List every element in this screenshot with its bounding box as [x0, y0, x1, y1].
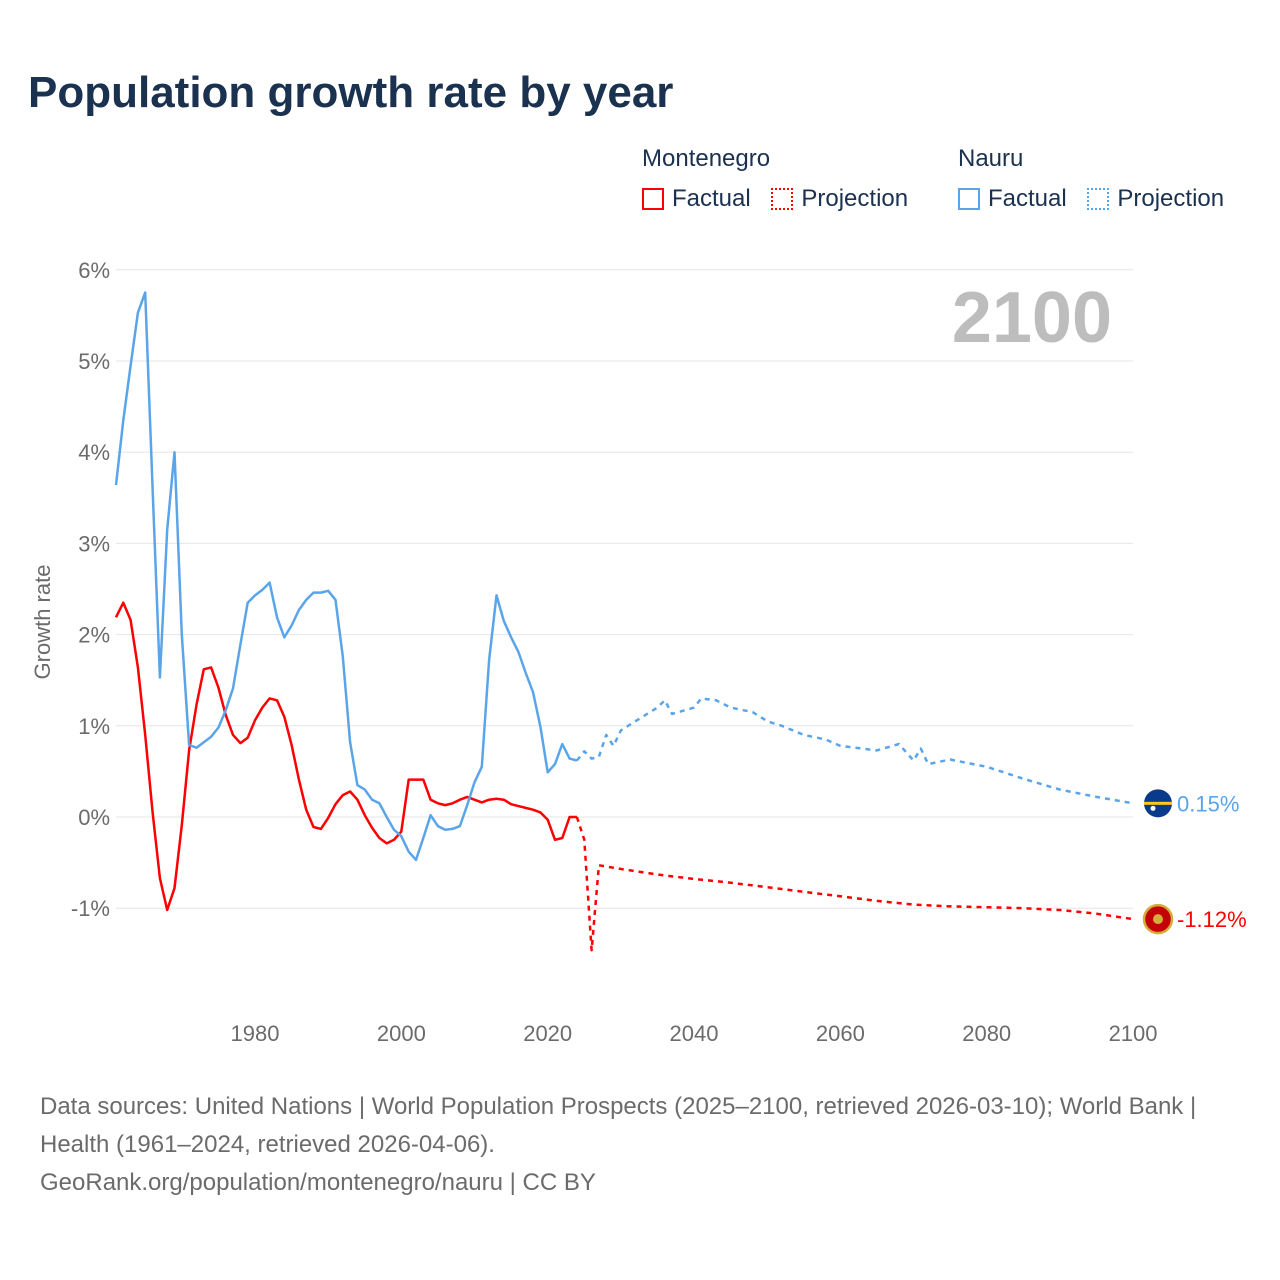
end-value-label: 0.15% — [1177, 791, 1239, 816]
montenegro-flag-emblem — [1153, 914, 1163, 925]
dotted-swatch-icon — [771, 188, 794, 210]
legend-nauru: Nauru Factual Projection — [958, 145, 1238, 217]
credit-link[interactable]: GeoRank.org/population/montenegro/nauru … — [40, 1169, 596, 1196]
legend-group-name: Montenegro — [642, 145, 771, 172]
page-title: Population growth rate by year — [28, 68, 674, 117]
legend-label: Factual — [672, 185, 751, 212]
montenegro-projection-line — [575, 816, 1134, 952]
legend-group-name: Nauru — [958, 145, 1024, 172]
footer: Data sources: United Nations | World Pop… — [40, 1088, 1240, 1202]
nauru-flag-stripe — [1144, 801, 1172, 805]
legend-montenegro-projection[interactable]: Projection — [771, 185, 908, 213]
solid-swatch-icon — [958, 188, 980, 210]
nauru-flag-star — [1150, 805, 1156, 811]
legend-label: Projection — [1117, 185, 1225, 212]
montenegro-factual-line — [114, 601, 577, 912]
y-tick-label: 0% — [78, 805, 110, 830]
y-axis-label: Growth rate — [30, 565, 55, 680]
y-tick-label: 4% — [78, 440, 110, 465]
data-sources: Data sources: United Nations | World Pop… — [40, 1093, 1197, 1158]
y-tick-label: 2% — [78, 623, 110, 648]
y-tick-label: 1% — [78, 714, 110, 739]
x-tick-label: 1980 — [231, 1021, 280, 1046]
x-tick-label: 2000 — [377, 1021, 426, 1046]
legend-montenegro: Montenegro Factual Projection — [642, 145, 922, 217]
x-tick-label: 2020 — [523, 1021, 572, 1046]
legend-label: Factual — [988, 185, 1067, 212]
x-tick-label: 2040 — [670, 1021, 719, 1046]
solid-swatch-icon — [642, 188, 664, 210]
legend-nauru-projection[interactable]: Projection — [1087, 185, 1224, 213]
year-watermark: 2100 — [952, 278, 1112, 358]
nauru-factual-line — [114, 291, 578, 862]
y-tick-label: -1% — [71, 896, 110, 921]
x-tick-label: 2100 — [1109, 1021, 1158, 1046]
dotted-swatch-icon — [1087, 188, 1110, 210]
y-tick-label: 3% — [78, 531, 110, 556]
x-tick-label: 2080 — [962, 1021, 1011, 1046]
x-tick-label: 2060 — [816, 1021, 865, 1046]
legend-label: Projection — [801, 185, 909, 212]
y-tick-label: 6% — [78, 258, 110, 283]
chart-area: -1% 0% 1% 2% 3% 4% 5% 6% 1980 2000 2020 2040 2060 208… — [30, 258, 1247, 1046]
y-tick-label: 5% — [78, 349, 110, 374]
legend-montenegro-factual[interactable]: Factual — [642, 185, 751, 213]
nauru-projection-line — [575, 697, 1134, 805]
end-value-label: -1.12% — [1177, 907, 1247, 932]
legend-nauru-factual[interactable]: Factual — [958, 185, 1067, 213]
